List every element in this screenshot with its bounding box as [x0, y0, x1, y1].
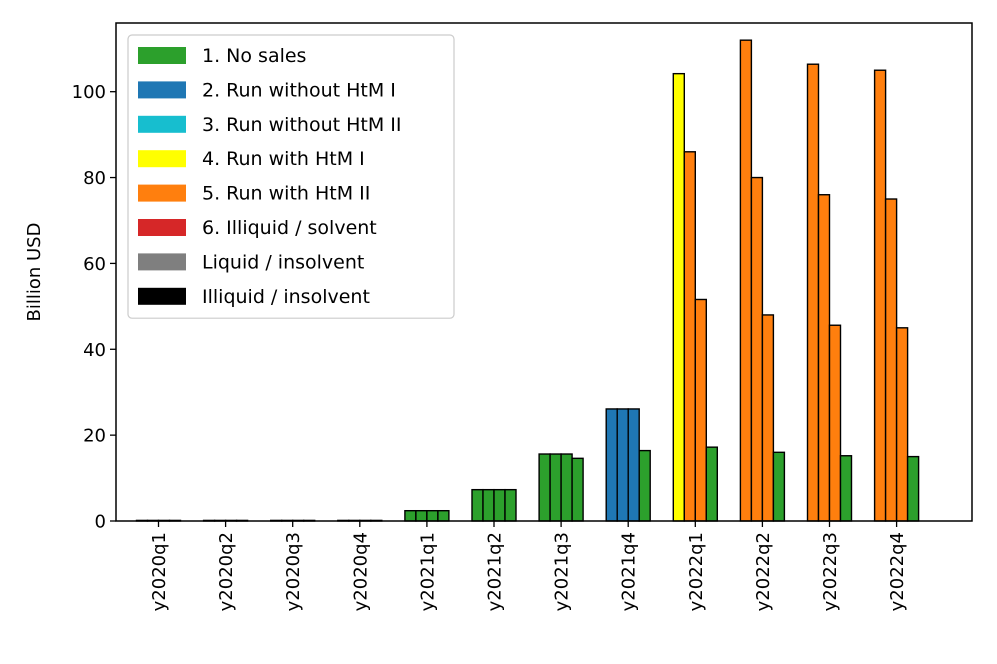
legend-swatch-illiquid_insolvent: [138, 287, 186, 305]
bar-y2021q4-1: [605, 408, 618, 522]
x-tick-label: y2021q4: [619, 532, 640, 611]
x-tick-label: y2022q3: [820, 532, 841, 611]
bar-y2021q1-4: [437, 509, 450, 522]
bar-y2021q4-3: [627, 408, 640, 522]
bars-layer: [135, 39, 920, 522]
legend-swatch-illiquid_solvent: [138, 219, 186, 236]
legend-swatch-run_wo_htm1: [138, 81, 186, 99]
legend-swatch-run_htm2: [138, 184, 186, 202]
y-tick-label: 80: [83, 168, 106, 189]
bar-y2021q2-2: [482, 488, 495, 522]
bar-y2022q1-1: [672, 72, 685, 522]
legend-label-run_htm1: 4. Run with HtM I: [202, 148, 365, 170]
y-tick-label: 100: [72, 82, 106, 103]
y-tick-label: 60: [83, 254, 106, 275]
bar-y2022q2-2: [750, 176, 764, 522]
bar-y2022q3-3: [828, 324, 842, 522]
legend-label-run_wo_htm2: 3. Run without HtM II: [202, 114, 401, 136]
plot-frame: [115, 22, 973, 522]
legend-swatch-run_htm1: [138, 150, 186, 168]
bar-y2021q2-3: [493, 488, 506, 522]
bar-y2022q4-3: [895, 327, 909, 522]
y-axis: 0 20 40 60 80 100: [72, 82, 116, 533]
x-tick-label: y2022q1: [686, 532, 707, 611]
x-tick-label: y2021q3: [552, 532, 573, 611]
y-tick-label: 0: [95, 512, 106, 533]
x-tick-label: y2022q4: [887, 532, 908, 611]
y-tick-label: 20: [83, 426, 106, 447]
legend-label-run_wo_htm1: 2. Run without HtM I: [202, 79, 396, 101]
bar-y2021q1-3: [426, 509, 439, 522]
bar-y2022q4-4: [906, 455, 920, 522]
bar-y2022q2-3: [761, 314, 775, 522]
legend-swatch-no_sales: [138, 47, 186, 64]
bar-y2021q2-1: [471, 488, 484, 522]
bar-y2021q3-3: [560, 453, 573, 522]
bar-y2022q2-1: [739, 39, 753, 522]
bar-y2022q4-1: [873, 69, 887, 522]
legend-label-illiquid_solvent: 6. Illiquid / solvent: [202, 217, 377, 239]
bar-y2021q1-1: [404, 509, 417, 522]
y-axis-label: Billion USD: [24, 223, 45, 322]
x-axis: y2020q1 y2020q2 y2020q3 y2020q4 y2021q1 y2021…: [149, 521, 908, 611]
x-tick-label: y2021q2: [485, 532, 506, 611]
bar-y2022q1-2: [683, 151, 696, 522]
x-tick-label: y2021q1: [417, 532, 438, 611]
legend: 1. No sales 2. Run without HtM I 3. Run wi…: [127, 34, 455, 319]
y-tick-label: 40: [83, 340, 106, 361]
legend-swatch-run_wo_htm2: [138, 115, 186, 133]
bar-y2021q2-4: [504, 488, 517, 522]
legend-label-run_htm2: 5. Run with HtM II: [202, 183, 370, 205]
legend-box: [127, 34, 455, 319]
bar-y2021q1-2: [415, 509, 428, 522]
bar-y2021q3-2: [549, 453, 562, 522]
legend-label-no_sales: 1. No sales: [202, 45, 306, 67]
bar-y2022q3-1: [806, 63, 820, 522]
bar-y2021q4-2: [616, 408, 629, 522]
bar-y2022q1-3: [694, 298, 707, 522]
bar-y2021q4-4: [638, 449, 651, 522]
legend-swatch-liquid_insolvent: [138, 253, 186, 271]
x-tick-label: y2020q4: [350, 532, 371, 611]
legend-label-liquid_insolvent: Liquid / insolvent: [202, 251, 364, 273]
bar-y2022q1-4: [705, 446, 718, 522]
x-tick-label: y2020q1: [149, 532, 170, 611]
legend-label-illiquid_insolvent: Illiquid / insolvent: [202, 286, 370, 308]
x-tick-label: y2020q3: [283, 532, 304, 611]
x-tick-label: y2022q2: [753, 532, 774, 611]
bar-y2022q3-4: [839, 455, 853, 522]
x-tick-label: y2020q2: [216, 532, 237, 611]
bar-y2021q3-1: [538, 453, 551, 522]
bar-y2021q3-4: [571, 457, 584, 522]
bar-y2022q3-2: [817, 194, 831, 522]
bar-y2022q2-4: [772, 451, 786, 522]
bar-y2022q4-2: [884, 198, 898, 522]
